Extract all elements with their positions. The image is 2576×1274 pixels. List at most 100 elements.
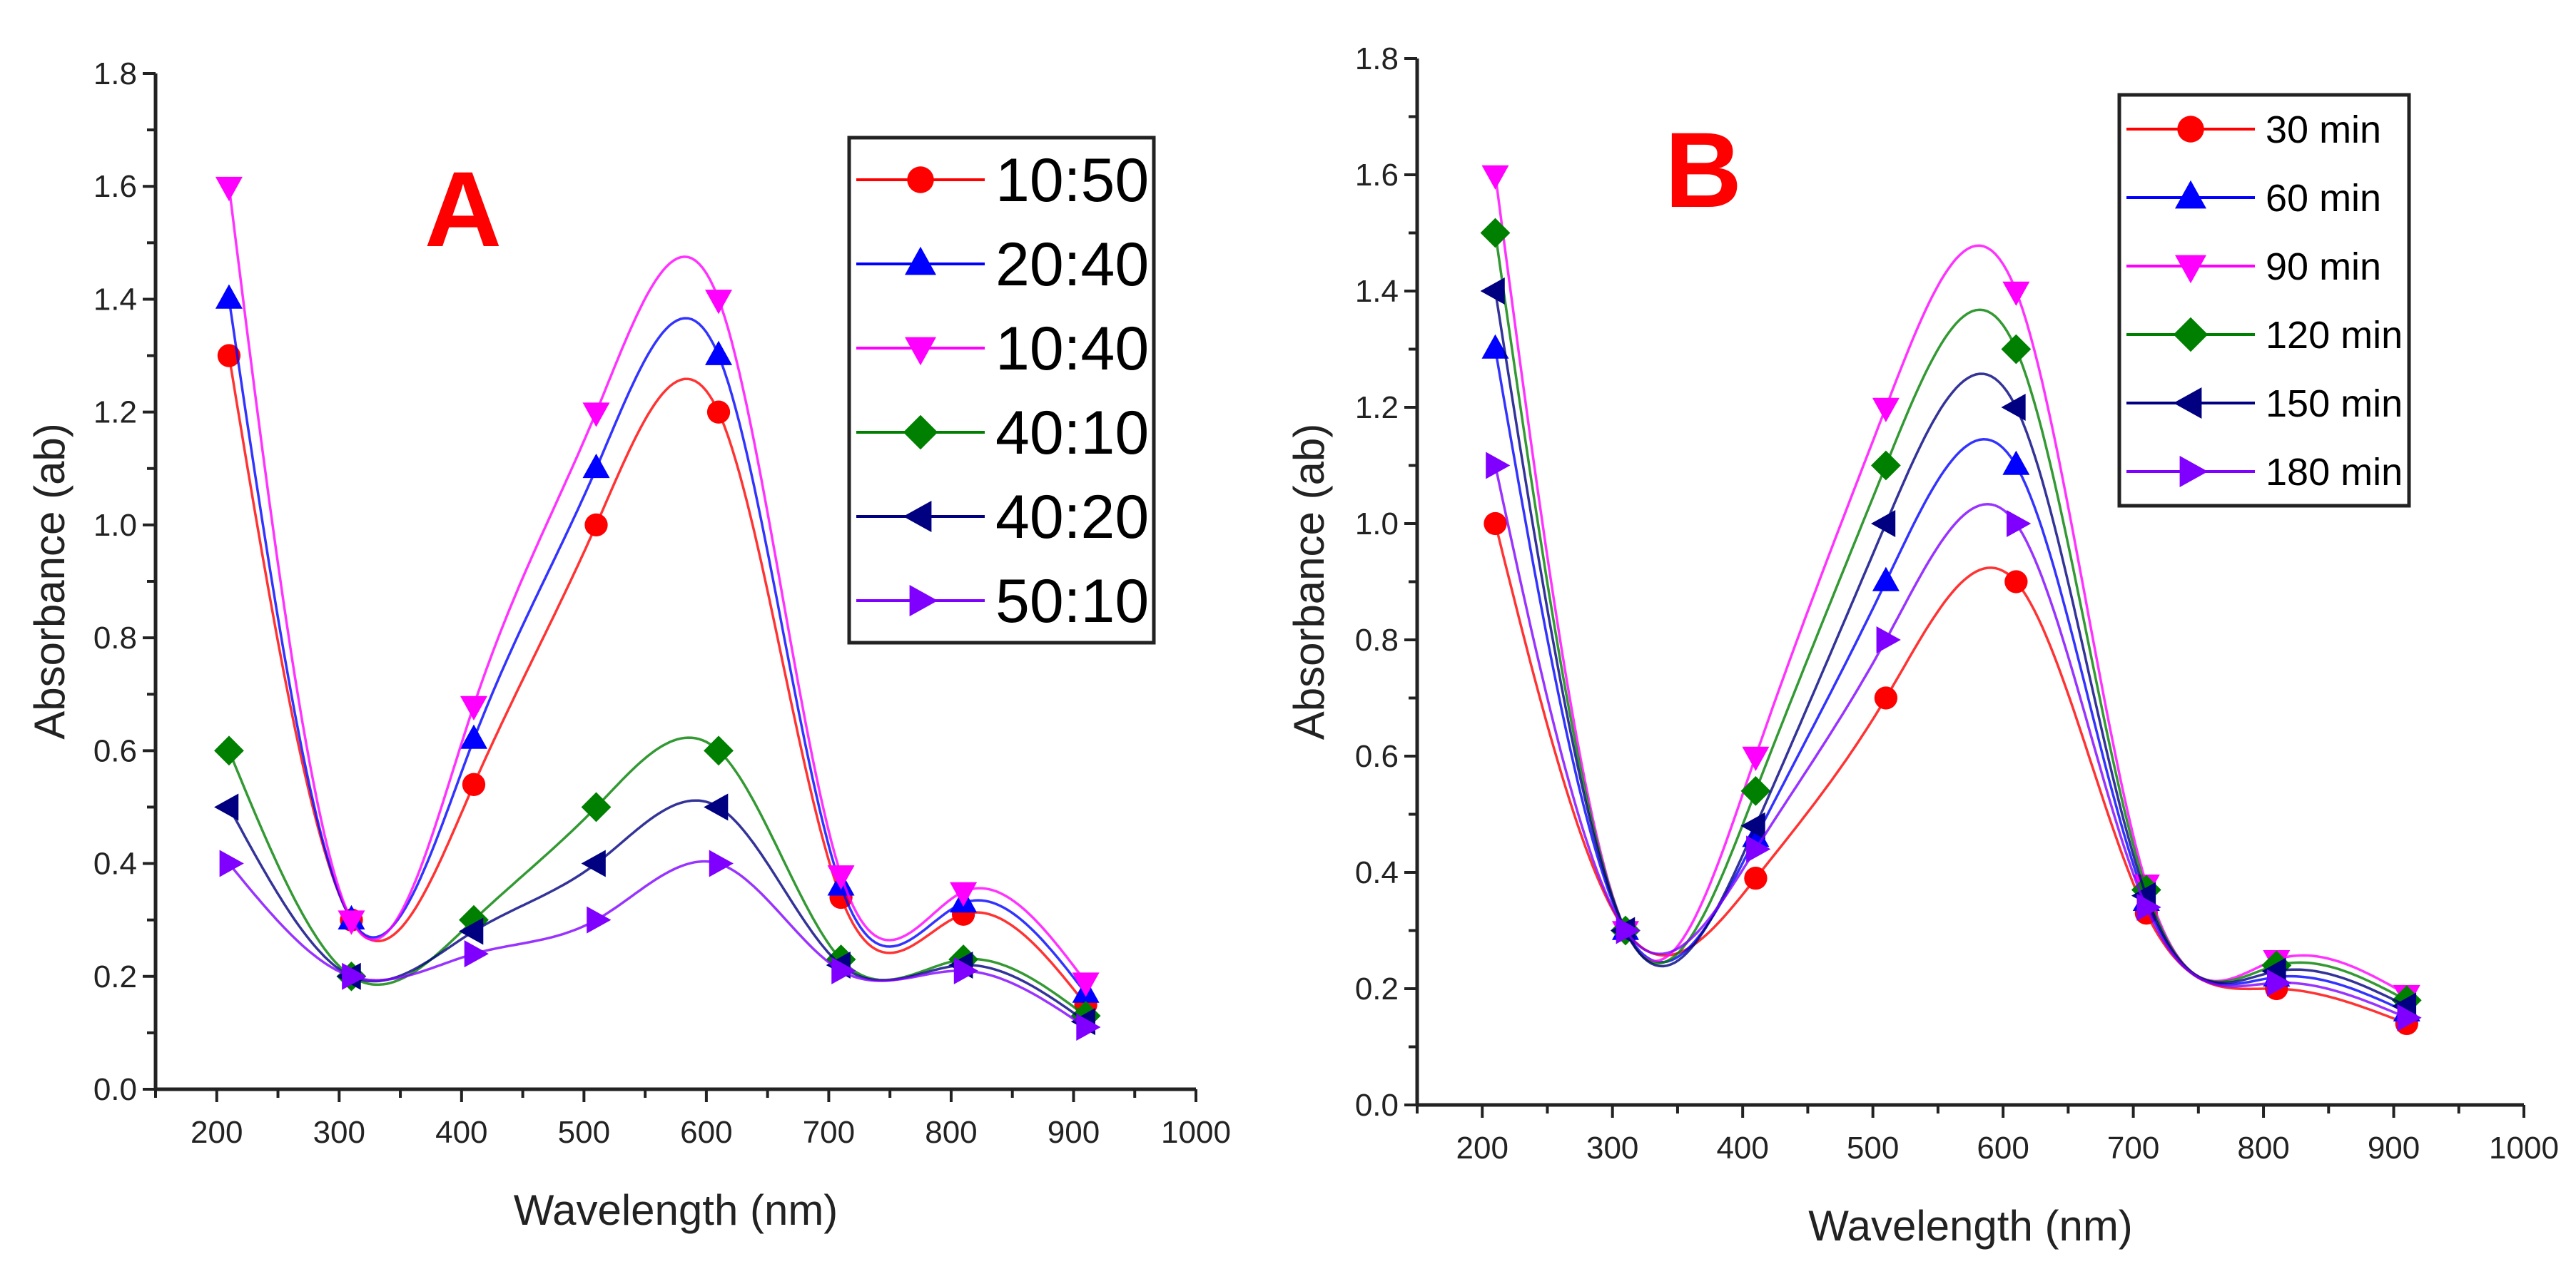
legend-label: 40:20	[995, 483, 1149, 551]
series-line	[228, 299, 1086, 993]
x-tick-label: 500	[1847, 1131, 1899, 1166]
x-tick-label: 300	[1586, 1131, 1638, 1166]
legend-marker	[2177, 116, 2204, 143]
legend-item: 30 min	[2126, 108, 2381, 151]
data-point	[459, 917, 484, 945]
y-tick-label: 1.8	[93, 56, 137, 91]
x-tick-label: 700	[2107, 1131, 2159, 1166]
legend: 10:50 20:40 10:40 40:10 40:20 50:10	[847, 136, 1156, 645]
data-point	[582, 402, 610, 427]
legend-marker	[2173, 317, 2209, 352]
legend-marker	[905, 337, 936, 366]
x-tick-label: 300	[313, 1115, 365, 1150]
panel-label: B	[1665, 110, 1742, 230]
x-tick-label: 400	[435, 1115, 487, 1150]
chart-panel-B: 200 300 400 500 600 700 800 900 1000 0.0 0.2 0.4 0.6…	[1285, 41, 2559, 1250]
panel-label: A	[425, 149, 502, 269]
legend-label: 20:40	[995, 230, 1149, 299]
legend-box	[2117, 93, 2411, 508]
y-tick-label: 0.2	[93, 959, 137, 994]
data-point	[1481, 165, 1509, 190]
series-line	[228, 860, 1085, 1028]
legend-label: 40:10	[995, 399, 1149, 467]
legend-label: 180 min	[2266, 451, 2403, 494]
y-tick-label: 1.8	[1355, 41, 1399, 76]
legend-item: 60 min	[2126, 177, 2381, 220]
legend-label: 120 min	[2266, 314, 2403, 357]
y-tick-label: 0.0	[1355, 1088, 1399, 1123]
legend-item: 90 min	[2126, 245, 2381, 288]
data-point	[2007, 510, 2032, 537]
legend-label: 10:40	[995, 315, 1149, 383]
data-point	[1072, 972, 1100, 997]
x-tick-label: 400	[1716, 1131, 1768, 1166]
legend-label: 10:50	[995, 146, 1149, 215]
legend-item: 40:20	[856, 483, 1149, 551]
y-tick-label: 1.2	[1355, 390, 1399, 425]
data-point	[214, 735, 244, 766]
data-point	[217, 344, 241, 367]
data-point	[1870, 510, 1896, 537]
legend-item: 150 min	[2126, 382, 2403, 425]
data-point	[342, 962, 367, 990]
data-point	[706, 400, 731, 424]
legend-label: 30 min	[2266, 108, 2381, 151]
data-point	[950, 882, 978, 907]
x-tick-label: 1000	[2489, 1131, 2559, 1166]
data-point	[1744, 867, 1768, 890]
x-tick-label: 1000	[1161, 1115, 1231, 1150]
legend: 30 min 60 min 90 min 120 min 150 min 180 min	[2117, 93, 2411, 508]
legend-marker	[905, 246, 936, 275]
x-tick-label: 900	[1048, 1115, 1100, 1150]
x-axis-title: Wavelength (nm)	[1808, 1202, 2133, 1250]
y-tick-label: 1.6	[1355, 158, 1399, 193]
data-point	[1480, 277, 1505, 305]
data-point	[1876, 626, 1901, 653]
y-tick-label: 1.4	[1355, 274, 1399, 309]
data-point	[462, 773, 486, 796]
x-axis-title: Wavelength (nm)	[514, 1186, 838, 1234]
series-10-40	[215, 176, 1100, 997]
series-line	[228, 185, 1086, 982]
chart-panel-A: 200 300 400 500 600 700 800 900 1000 0.0 0.2 0.4 0.6…	[26, 56, 1231, 1234]
y-tick-label: 1.0	[93, 508, 137, 543]
data-point	[459, 904, 489, 935]
x-tick-label: 800	[2237, 1131, 2289, 1166]
legend-marker	[2175, 255, 2206, 284]
data-point	[215, 284, 243, 309]
x-tick-label: 600	[1977, 1131, 2029, 1166]
data-point	[705, 340, 733, 365]
legend-marker	[2179, 456, 2209, 487]
y-tick-label: 0.6	[1355, 739, 1399, 774]
legend-item: 50:10	[856, 567, 1149, 636]
data-point	[709, 850, 734, 877]
legend-marker	[2173, 387, 2202, 419]
data-point	[1746, 835, 1771, 863]
legend-label: 50:10	[995, 567, 1149, 636]
data-point	[581, 850, 606, 877]
y-tick-label: 0.8	[93, 621, 137, 656]
data-point	[1740, 776, 1771, 806]
x-tick-label: 200	[1456, 1131, 1508, 1166]
data-point	[1484, 511, 1507, 536]
data-point	[1486, 452, 1511, 479]
data-point	[582, 453, 610, 479]
data-point	[1480, 218, 1511, 248]
legend-item: 10:50	[856, 146, 1149, 215]
legend-item: 20:40	[856, 230, 1149, 299]
data-point	[584, 513, 608, 537]
series-line	[1494, 290, 2406, 1007]
data-point	[1481, 334, 1509, 359]
data-point	[1616, 917, 1641, 944]
y-tick-label: 0.2	[1355, 972, 1399, 1007]
data-point	[704, 793, 729, 821]
data-point	[464, 940, 489, 968]
x-tick-label: 500	[558, 1115, 610, 1150]
legend-marker	[907, 166, 934, 193]
legend-item: 120 min	[2126, 314, 2403, 357]
legend-marker	[903, 414, 938, 450]
data-point	[2002, 450, 2030, 475]
series-line	[1494, 349, 2406, 1013]
data-point	[460, 724, 487, 749]
